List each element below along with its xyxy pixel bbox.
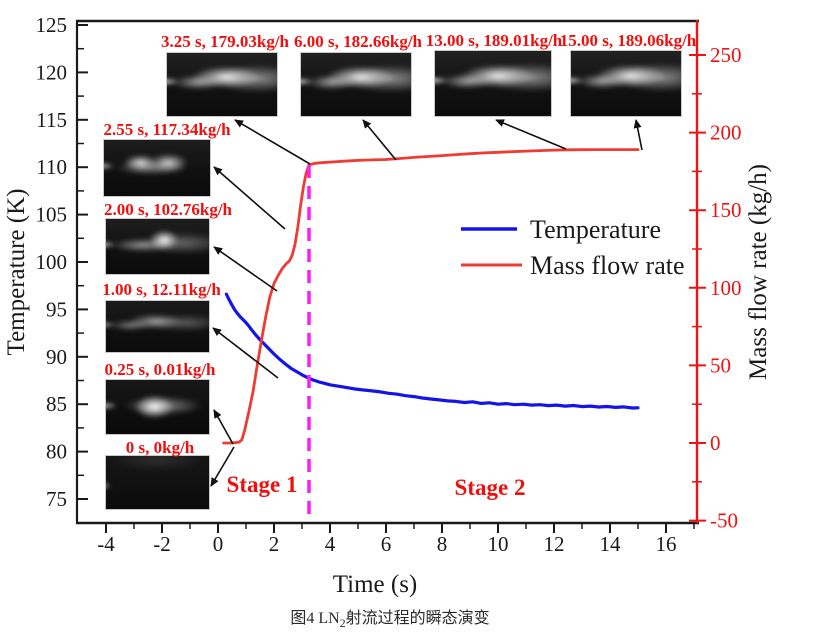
arrow-2-55s: [213, 166, 286, 230]
jet-plume: [435, 51, 551, 116]
x-tick-label: -2: [153, 532, 171, 556]
arrow-13-00s: [495, 119, 567, 150]
caption-suffix: 射流过程的瞬态演变: [345, 610, 490, 627]
jet-plume: [301, 53, 411, 116]
jet-plume: [104, 140, 210, 196]
y-right-tick-label: 200: [710, 121, 742, 145]
inset-label-15-00s: 15.00 s, 189.06kg/h: [559, 31, 697, 50]
x-tick-label: 2: [269, 532, 280, 556]
jet-photo-2-55s: [103, 139, 211, 197]
arrow-0s: [210, 446, 235, 487]
jet-photo-15-00s: [570, 50, 682, 117]
x-tick-label: 16: [656, 532, 677, 556]
y-right-tick-label: 50: [710, 353, 731, 377]
jet-plume: [106, 219, 209, 274]
inset-label-3-25s: 3.25 s, 179.03kg/h: [161, 32, 289, 51]
inset-label-2-55s: 2.55 s, 117.34kg/h: [103, 120, 231, 139]
inset-label-2-00s: 2.00 s, 102.76kg/h: [104, 200, 232, 219]
legend: Temperature Mass flow rate: [461, 215, 685, 280]
jet-photo-3-25s: [166, 52, 278, 117]
y-left-tick-label: 75: [46, 487, 67, 511]
x-tick-label: 12: [544, 532, 565, 556]
inset-label-0s: 0 s, 0kg/h: [125, 438, 195, 457]
jet-plume: [571, 51, 681, 116]
y-right-tick-label: -50: [710, 509, 738, 533]
y-left-tick-label: 120: [36, 60, 68, 84]
arrow-1-00s: [212, 327, 279, 379]
caption-subscript: 2: [339, 616, 346, 631]
generated-axes-and-curves: -4 -2 0 2 4 6 8 10 12 14 16 75 80 85 90 95 100 105 110 115 1…: [36, 13, 742, 556]
y-left-tick-label: 90: [46, 345, 67, 369]
x-tick-label: 6: [381, 532, 392, 556]
y-left-tick-label: 115: [36, 108, 67, 132]
y-axis-label-left: Temperature (K): [3, 189, 30, 356]
arrow-0-25s: [213, 409, 234, 445]
curve-mass-flow-rate: [222, 148, 640, 445]
y-right-tick-label: 150: [710, 198, 742, 222]
jet-photo-0-25s: [105, 379, 210, 435]
jet-plume: [106, 301, 209, 352]
inset-label-0-25s: 0.25 s, 0.01kg/h: [104, 360, 216, 379]
caption-prefix: 图4 LN: [290, 610, 340, 627]
stage1-label: Stage 1: [227, 472, 298, 497]
x-tick-label: -4: [97, 532, 115, 556]
legend-label-mass-flow: Mass flow rate: [530, 251, 685, 280]
y-left-tick-label: 100: [36, 250, 68, 274]
inset-label-1-00s: 1.00 s, 12.11kg/h: [102, 280, 221, 299]
y-left-tick-label: 85: [46, 392, 67, 416]
y-left-tick-label: 110: [36, 155, 67, 179]
jet-photo-1-00s: [105, 300, 210, 353]
jet-photo-13-00s: [434, 50, 552, 117]
x-tick-label: 8: [437, 532, 448, 556]
stage2-label: Stage 2: [455, 475, 526, 500]
y-left-tick-label: 95: [46, 297, 67, 321]
arrow-15-00s: [633, 119, 643, 151]
y-left-tick-label: 80: [46, 440, 67, 464]
y-right-tick-label: 250: [710, 43, 742, 67]
x-tick-label: 10: [488, 532, 509, 556]
x-axis-label: Time (s): [333, 571, 418, 598]
x-tick-label: 0: [213, 532, 224, 556]
y-right-tick-label: 100: [710, 276, 742, 300]
curve-temperature: [224, 292, 640, 410]
arrow-6-00s: [362, 119, 397, 161]
inset-label-13-00s: 13.00 s, 189.01kg/h: [425, 31, 563, 50]
arrow-2-00s: [213, 246, 278, 292]
y-left-tick-label: 125: [36, 13, 68, 37]
jet-photo-0s: [105, 455, 210, 510]
annotation-arrows: [210, 119, 643, 487]
jet-plume: [106, 380, 209, 434]
y-right-tick-label: 0: [710, 431, 721, 455]
inset-label-6-00s: 6.00 s, 182.66kg/h: [294, 32, 422, 51]
figure-caption: 图4 LN2射流过程的瞬态演变: [180, 604, 600, 631]
legend-label-temperature: Temperature: [530, 215, 661, 244]
y-left-tick-label: 105: [36, 203, 68, 227]
jet-plume: [167, 53, 277, 116]
arrow-3-25s: [234, 119, 311, 165]
x-tick-label: 14: [600, 532, 622, 556]
x-tick-label: 4: [325, 532, 336, 556]
jet-photo-2-00s: [105, 218, 210, 275]
jet-plume: [106, 456, 209, 509]
y-axis-label-right: Mass flow rate (kg/h): [745, 164, 772, 380]
jet-photo-6-00s: [300, 52, 412, 117]
